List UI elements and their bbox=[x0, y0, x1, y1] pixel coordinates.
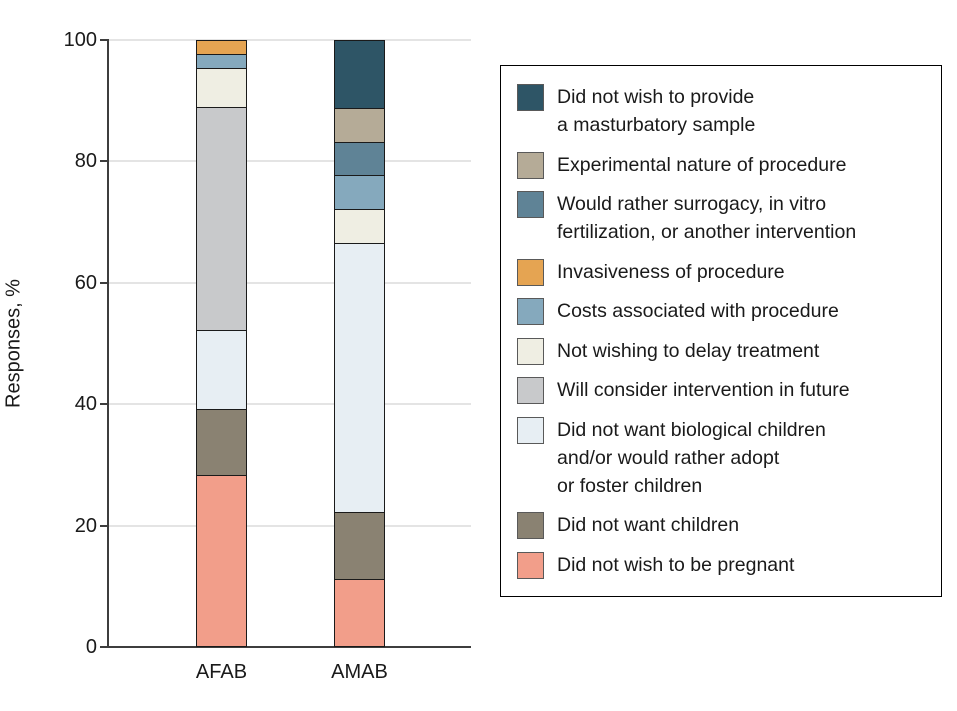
bar-segment bbox=[197, 474, 246, 646]
gridline bbox=[109, 403, 471, 406]
legend-swatch bbox=[517, 258, 544, 286]
y-tick bbox=[100, 281, 108, 284]
bar-amab bbox=[334, 40, 385, 647]
gridline bbox=[109, 524, 471, 527]
legend-swatch bbox=[517, 551, 544, 579]
legend-swatch bbox=[517, 298, 544, 326]
legend: Did not wish to provide a masturbatory s… bbox=[500, 65, 942, 597]
x-axis-line bbox=[105, 646, 471, 648]
legend-label: Invasiveness of procedure bbox=[557, 260, 785, 283]
legend-label: Experimental nature of procedure bbox=[557, 153, 847, 176]
legend-swatch bbox=[517, 151, 544, 179]
legend-label: Did not want biological children and/or … bbox=[557, 418, 826, 497]
legend-item: Would rather surrogacy, in vitro fertili… bbox=[517, 190, 927, 246]
y-tick-label: 40 bbox=[74, 393, 97, 416]
legend-label: Costs associated with procedure bbox=[557, 300, 839, 323]
legend-item: Will consider intervention in future bbox=[517, 376, 927, 405]
legend-item: Did not want children bbox=[517, 511, 927, 540]
bar-afab bbox=[196, 40, 247, 647]
legend-label: Did not wish to provide a masturbatory s… bbox=[557, 86, 756, 136]
bar-segment bbox=[335, 578, 384, 646]
y-axis-label: Responses, % bbox=[2, 279, 25, 408]
legend-label: Would rather surrogacy, in vitro fertili… bbox=[557, 193, 857, 244]
y-tick bbox=[100, 646, 108, 648]
y-axis-line bbox=[107, 39, 109, 648]
bar-segment bbox=[335, 242, 384, 512]
legend-swatch bbox=[517, 191, 544, 219]
legend-swatch bbox=[517, 84, 544, 111]
y-tick bbox=[100, 403, 108, 406]
bar-segment bbox=[197, 409, 246, 475]
bar-segment bbox=[335, 108, 384, 142]
bar-segment bbox=[335, 141, 384, 176]
bar-segment bbox=[335, 41, 384, 109]
legend-item: Experimental nature of procedure bbox=[517, 151, 927, 179]
y-tick-label: 20 bbox=[74, 514, 97, 537]
bar-segment bbox=[335, 209, 384, 243]
x-tick-label-amab: AMAB bbox=[331, 661, 388, 683]
legend-label: Did not want children bbox=[557, 514, 740, 537]
bar-segment bbox=[197, 106, 246, 331]
y-tick bbox=[100, 39, 108, 41]
legend-swatch bbox=[517, 337, 544, 365]
legend-item: Did not want biological children and/or … bbox=[517, 416, 927, 500]
bar-segment bbox=[197, 330, 246, 410]
gridline bbox=[109, 160, 471, 163]
legend-item: Invasiveness of procedure bbox=[517, 258, 927, 286]
gridline bbox=[109, 39, 471, 41]
y-tick bbox=[100, 524, 108, 527]
y-tick-label: 80 bbox=[74, 150, 97, 173]
y-tick-label: 0 bbox=[85, 636, 97, 658]
legend-item: Not wishing to delay treatment bbox=[517, 337, 927, 365]
bar-segment bbox=[197, 67, 246, 107]
legend-label: Will consider intervention in future bbox=[557, 379, 850, 402]
legend-swatch bbox=[517, 416, 544, 444]
legend-swatch bbox=[517, 377, 544, 405]
y-tick bbox=[100, 160, 108, 163]
gridline bbox=[109, 281, 471, 284]
legend-item: Did not wish to be pregnant bbox=[517, 551, 927, 579]
y-tick-label: 60 bbox=[74, 271, 97, 294]
bar-segment bbox=[335, 175, 384, 210]
legend-label: Did not wish to be pregnant bbox=[557, 553, 795, 576]
bar-segment bbox=[197, 54, 246, 68]
bar-segment bbox=[197, 41, 246, 55]
bar-segment bbox=[335, 511, 384, 579]
legend-item: Costs associated with procedure bbox=[517, 297, 927, 326]
legend-item: Did not wish to provide a masturbatory s… bbox=[517, 83, 927, 139]
x-tick-label-afab: AFAB bbox=[195, 661, 248, 683]
legend-label: Not wishing to delay treatment bbox=[557, 339, 820, 362]
legend-swatch bbox=[517, 512, 544, 540]
y-tick-label: 100 bbox=[63, 29, 97, 51]
